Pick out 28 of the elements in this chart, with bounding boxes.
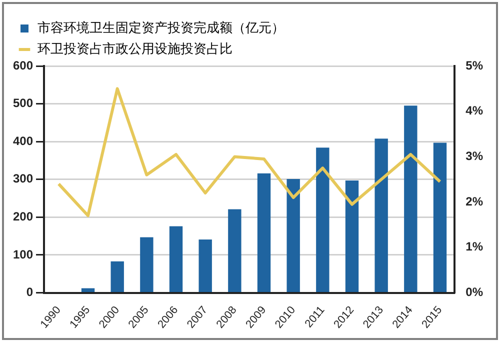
y2-tick-label: 4% (466, 104, 484, 118)
y2-tick-label: 1% (466, 240, 484, 254)
bar (286, 179, 300, 292)
y-tick-label: 300 (12, 172, 34, 186)
bar (81, 288, 95, 292)
bar (345, 180, 359, 292)
bar (404, 106, 418, 292)
y2-tick-label: 3% (466, 149, 484, 164)
y2-tick-label: 0% (466, 285, 484, 300)
y-tick-label: 500 (12, 96, 34, 110)
bar (374, 138, 388, 292)
bar (316, 148, 330, 292)
legend-label: 市容环境卫生固定资产投资完成额（亿元） (38, 20, 284, 36)
bar (198, 239, 212, 292)
legend-label: 环卫投资占市政公用设施投资占比 (38, 42, 232, 57)
bar (433, 142, 447, 292)
y-tick-label: 400 (12, 134, 34, 148)
y-tick-label: 100 (12, 247, 34, 262)
y-tick-label: 600 (12, 58, 34, 72)
bar (228, 209, 242, 292)
bar (169, 226, 183, 292)
y-tick-label: 200 (12, 209, 34, 224)
y-tick-label: 0 (26, 285, 34, 300)
y2-tick-label: 2% (466, 194, 484, 208)
bar (110, 261, 124, 292)
bar (140, 237, 154, 292)
bar (257, 173, 271, 292)
y2-tick-label: 5% (466, 58, 484, 72)
